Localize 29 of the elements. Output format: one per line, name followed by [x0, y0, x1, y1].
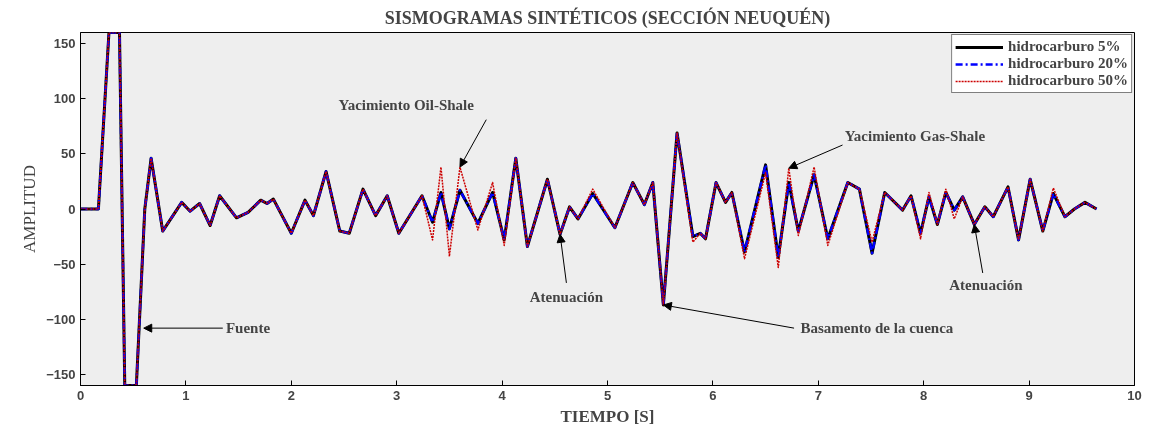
annotation: Atenuación: [949, 277, 1024, 294]
legend-label: hidrocarburo 20%: [1008, 55, 1128, 72]
y-tick-label: 150: [53, 36, 76, 52]
y-tick-label: 50: [61, 146, 76, 162]
y-tick-label: −150: [46, 366, 76, 382]
x-tick-label: 10: [1127, 387, 1142, 403]
x-axis-title: TIEMPO [S]: [560, 406, 655, 426]
annotation: Basamento de la cuenca: [800, 320, 954, 337]
y-tick-label: −50: [53, 256, 76, 272]
x-tick-label: 5: [603, 387, 612, 403]
x-tick-label: 3: [393, 387, 401, 403]
x-tick-label: 7: [814, 387, 822, 403]
chart-title: SISMOGRAMAS SINTÉTICOS (SECCIÓN NEUQUÉN): [384, 6, 831, 29]
y-tick-label: 100: [53, 91, 76, 107]
x-tick-label: 1: [182, 387, 190, 403]
legend-label: hidrocarburo 5%: [1008, 38, 1121, 55]
y-tick-label: 0: [68, 201, 76, 217]
x-tick-label: 8: [920, 387, 928, 403]
annotation: Fuente: [225, 320, 271, 337]
x-tick-label: 6: [709, 387, 717, 403]
x-tick-label: 9: [1025, 387, 1033, 403]
annotation: Yacimiento Oil-Shale: [338, 97, 475, 114]
y-tick-label: −100: [46, 311, 76, 327]
x-tick-label: 2: [287, 387, 295, 403]
annotation: Yacimiento Gas-Shale: [844, 128, 986, 145]
y-axis-title: AMPLITUD: [20, 165, 40, 253]
annotation: Atenuación: [529, 289, 604, 306]
x-tick-label: 4: [498, 387, 507, 403]
legend-label: hidrocarburo 50%: [1008, 72, 1128, 89]
